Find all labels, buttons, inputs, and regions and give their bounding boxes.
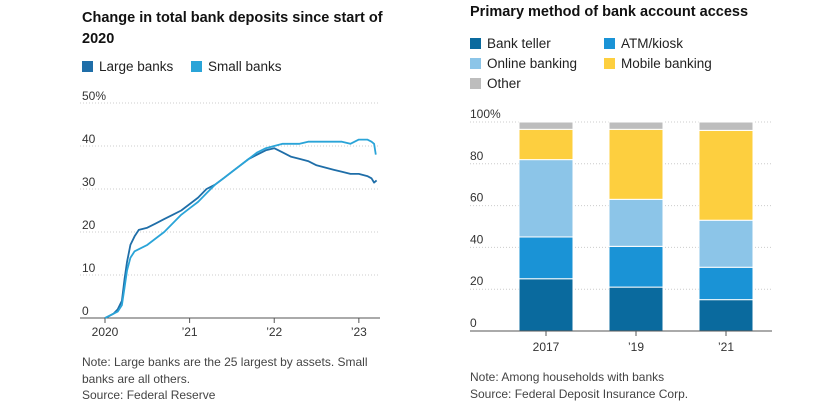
access-source: Source: Federal Deposit Insurance Corp.	[470, 386, 689, 401]
bar-segment-other	[518, 121, 574, 130]
y-tick-label: 40	[470, 232, 484, 246]
access-chart-panel: Primary method of bank account access Ba…	[420, 0, 840, 408]
atm-kiosk-swatch	[604, 38, 615, 49]
legend-item-online-banking: Online banking	[470, 56, 577, 71]
x-tick-label: ’19	[628, 340, 644, 354]
bar-segment-atm-kiosk	[518, 236, 574, 280]
y-tick-label: 100%	[470, 107, 501, 121]
deposits-title-line-2: 2020	[82, 31, 115, 47]
x-tick-label: ’21	[182, 325, 198, 339]
legend-item-mobile-banking: Mobile banking	[604, 56, 712, 71]
bar-segment-online-banking	[698, 219, 754, 268]
legend-label-other: Other	[487, 76, 521, 91]
legend-label-bank-teller: Bank teller	[487, 36, 551, 51]
access-bar-chart: 0 20 40 60 80 100% 2017 ’19 ’21	[470, 107, 772, 354]
bar-segment-other	[698, 121, 754, 131]
y-tick-label: 10	[82, 261, 96, 275]
bar-segment-bank-teller	[518, 278, 574, 332]
deposits-note-line-2: banks are all others.	[82, 371, 191, 386]
legend-label-mobile-banking: Mobile banking	[621, 56, 712, 71]
legend-item-bank-teller: Bank teller	[470, 36, 551, 51]
y-tick-label: 0	[470, 316, 477, 330]
y-tick-label: 80	[470, 149, 484, 163]
x-tick-label: ’21	[718, 340, 734, 354]
legend-label-large-banks: Large banks	[99, 59, 174, 74]
small-banks-swatch	[191, 61, 202, 72]
legend-label-online-banking: Online banking	[487, 56, 578, 71]
access-note-text: Note: Among households with banks	[470, 370, 665, 384]
x-tick-label: 2020	[92, 325, 119, 339]
y-tick-label: 60	[470, 191, 484, 205]
x-tick-label: 2017	[533, 340, 560, 354]
access-note: Note: Among households with banks Source…	[470, 369, 830, 402]
bar-segment-mobile-banking	[608, 128, 664, 200]
online-banking-swatch	[470, 58, 481, 69]
deposits-note-line-1: Note: Large banks are the 25 largest by …	[82, 355, 368, 369]
bar-segment-bank-teller	[698, 299, 754, 332]
bar-segment-other	[608, 121, 664, 130]
legend-item-large-banks: Large banks	[82, 59, 173, 74]
bar-segment-online-banking	[518, 159, 574, 238]
y-tick-label: 0	[82, 304, 89, 318]
access-chart-title: Primary method of bank account access	[470, 4, 749, 20]
deposits-chart-title: Change in total bank deposits since star…	[82, 8, 412, 50]
y-tick-label: 20	[82, 218, 96, 232]
mobile-banking-swatch	[604, 58, 615, 69]
deposits-chart-panel: Change in total bank deposits since star…	[80, 8, 412, 404]
deposits-source: Source: Federal Reserve	[82, 388, 216, 402]
bar-segment-bank-teller	[608, 286, 664, 332]
other-swatch	[470, 78, 481, 89]
deposits-title-line-1: Change in total bank deposits since star…	[82, 10, 383, 26]
series-line-small-banks	[104, 138, 377, 319]
y-tick-label: 30	[82, 175, 96, 189]
y-tick-label: 20	[470, 274, 484, 288]
legend-item-other: Other	[470, 76, 521, 91]
series-line-large-banks	[104, 147, 378, 319]
bar-segment-online-banking	[608, 198, 664, 247]
bar-segment-mobile-banking	[698, 129, 754, 221]
legend-label-small-banks: Small banks	[208, 59, 282, 74]
bank-teller-swatch	[470, 38, 481, 49]
deposits-line-chart: 0 10 20 30 40 50% 2020 ’21 ’22 ’23	[80, 89, 380, 339]
legend-label-atm-kiosk: ATM/kiosk	[621, 36, 684, 51]
legend-item-small-banks: Small banks	[191, 59, 282, 74]
y-tick-label: 50%	[82, 89, 106, 103]
x-tick-label: ’23	[351, 325, 367, 339]
large-banks-swatch	[82, 61, 93, 72]
bar-segment-mobile-banking	[518, 128, 574, 161]
deposits-note: Note: Large banks are the 25 largest by …	[82, 354, 412, 404]
legend-item-atm-kiosk: ATM/kiosk	[604, 36, 683, 51]
y-tick-label: 40	[82, 132, 96, 146]
bar-segment-atm-kiosk	[608, 245, 664, 288]
bar-segment-atm-kiosk	[698, 266, 754, 301]
x-tick-label: ’22	[266, 325, 282, 339]
